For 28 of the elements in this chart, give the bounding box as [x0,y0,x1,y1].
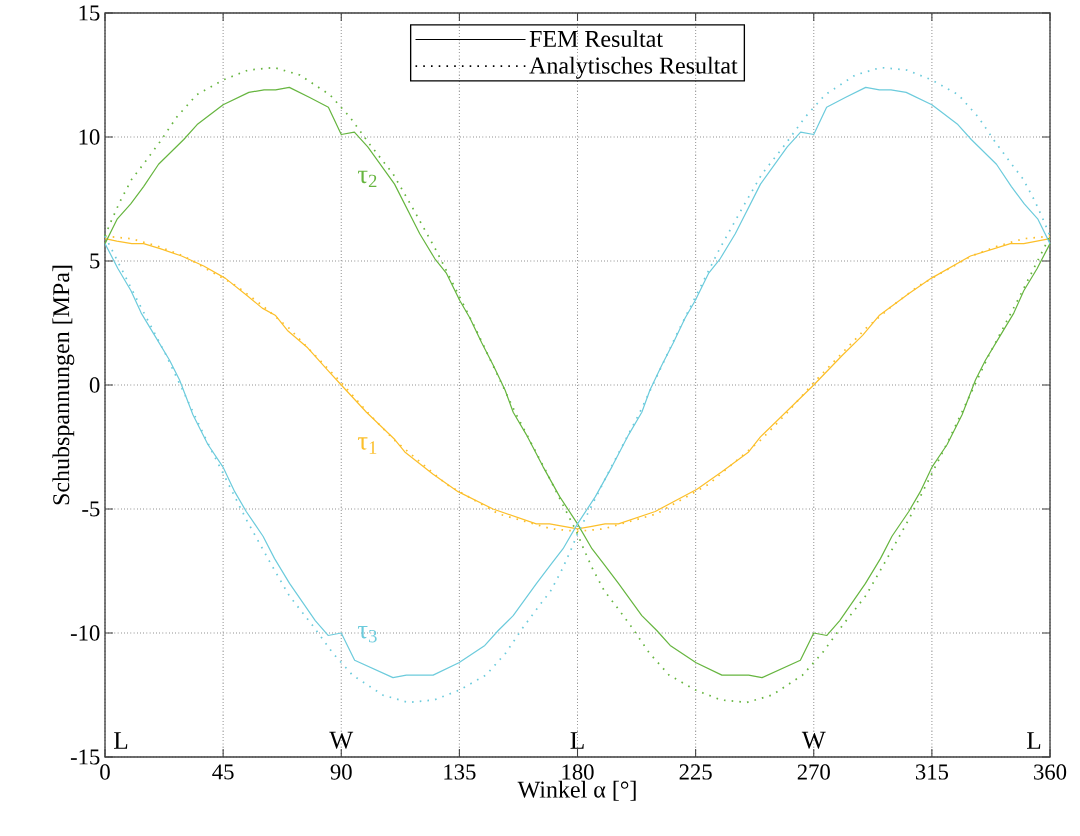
x-axis-title: Winkel α [°] [517,780,636,801]
annotation: Analytisches Resultat [529,56,738,79]
series-label: τ$_{3}$ [357,625,377,643]
x-tick-label: 90 [330,764,352,780]
x-tick-label: 45 [212,764,234,780]
y-tick-label: 5 [90,253,100,269]
annotation: L [1027,732,1041,749]
y-tick-label: 0 [89,377,100,393]
y-tick-label: -10 [70,625,100,641]
x-tick-label: 225 [679,764,712,780]
annotation: W [329,731,354,749]
x-tick-label: 360 [1034,764,1067,780]
x-tick-label: 315 [915,764,949,780]
x-tick-label: 0 [100,764,110,780]
annotation: W [801,731,826,749]
series-label: τ$_{2}$ [357,170,377,188]
y-tick-label: 10 [79,129,100,145]
series-label: τ$_{1}$ [357,437,377,454]
x-tick-label: 270 [797,764,830,780]
y-axis-title: Schubspannungen [MPa] [52,265,75,505]
x-tick-label: 180 [562,764,594,780]
annotation: FEM Resultat [529,30,663,48]
annotation: L [114,732,128,749]
annotation: L [570,732,584,749]
x-tick-label: 135 [444,764,476,780]
y-tick-label: 15 [79,5,100,21]
y-tick-label: -15 [70,749,100,765]
y-tick-label: -5 [82,501,100,517]
